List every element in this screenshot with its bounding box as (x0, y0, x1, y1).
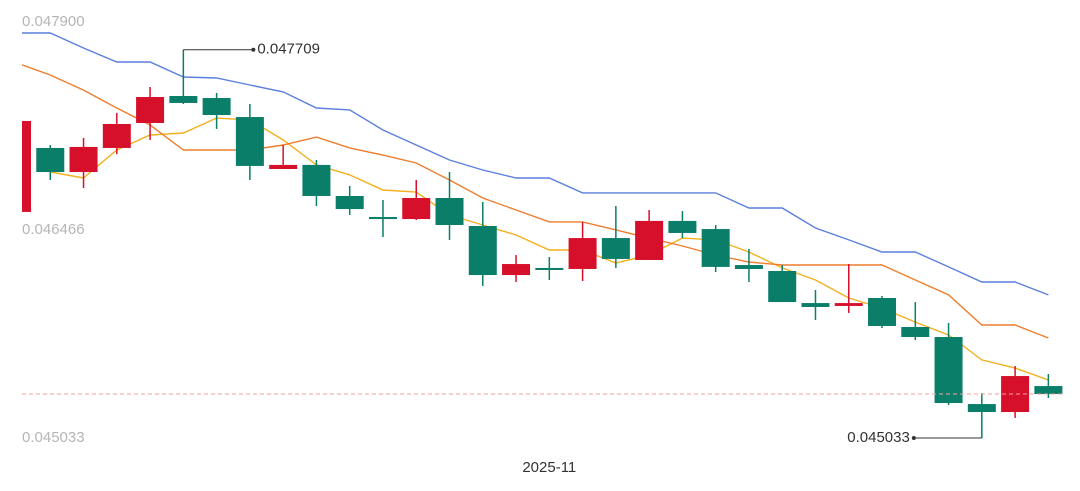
candle-body (668, 220, 697, 233)
candle-body (801, 303, 830, 307)
candle-body (169, 96, 198, 103)
plot-area (22, 32, 1065, 438)
candle-body (136, 97, 165, 123)
candle-body (102, 124, 131, 148)
candle-body (701, 229, 730, 267)
candle-body (834, 303, 863, 306)
candle-body (868, 297, 897, 326)
candle-body (901, 326, 930, 338)
candle-body (568, 238, 597, 269)
ma-line (22, 32, 1049, 296)
candle-body (967, 404, 996, 413)
annotation-dot (911, 436, 916, 440)
annotation-label: 0.047709 (257, 41, 320, 58)
candle-body (1034, 386, 1063, 395)
x-tick-label: 2025-11 (522, 459, 576, 476)
candle-body (202, 98, 231, 116)
ma-line (50, 117, 1049, 381)
candle-body (934, 337, 963, 404)
ma-line (22, 64, 1049, 339)
candle-body (235, 117, 264, 166)
annotation-dot (251, 47, 256, 52)
candle-body (269, 164, 298, 169)
candle-body (402, 198, 431, 220)
y-tick-label: 0.047900 (22, 13, 85, 30)
y-tick-label: 0.045033 (22, 429, 85, 446)
candle-body (22, 120, 31, 212)
annotation-label: 0.045033 (847, 429, 910, 446)
candle-body (601, 238, 630, 259)
y-tick-label: 0.046466 (22, 221, 85, 238)
candle-body (635, 220, 664, 260)
candle-body (435, 198, 464, 225)
candle-body (36, 147, 65, 173)
candle-body (368, 217, 397, 220)
candle-body (302, 164, 331, 196)
candle-body (734, 265, 763, 269)
candle-body (768, 270, 797, 303)
candle-body (535, 267, 564, 270)
candle-body (502, 264, 531, 276)
candle-body (69, 146, 98, 173)
candle-body (468, 226, 497, 276)
candle-body (335, 195, 364, 210)
